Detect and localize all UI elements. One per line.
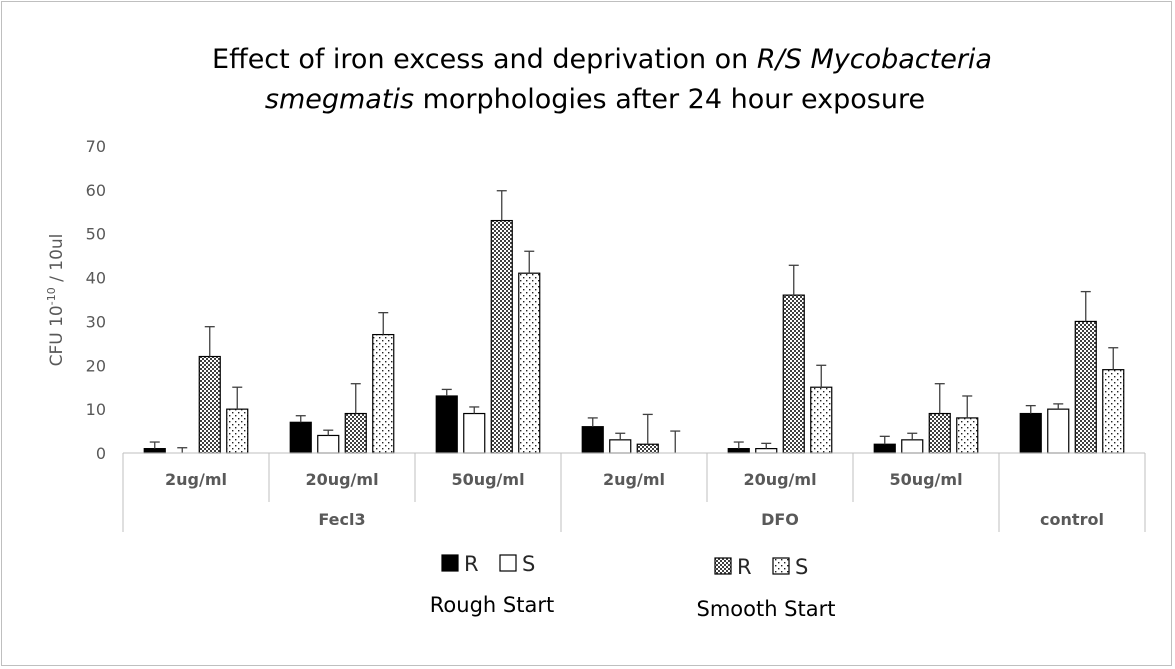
bar — [1074, 320, 1097, 454]
legend-group-label: Smooth Start — [696, 597, 835, 621]
bar — [873, 443, 896, 454]
bar — [226, 408, 249, 454]
chart-title-line-1: Effect of iron excess and deprivation on… — [212, 44, 992, 75]
y-tick-label: 30 — [86, 312, 106, 331]
category-label: 2ug/ml — [603, 470, 665, 489]
category-label: 50ug/ml — [889, 470, 962, 489]
x-axis: 2ug/ml 20ug/ml 50ug/ml 2ug/ml 20ug/ml 50ug/ml… — [122, 452, 1146, 532]
bar — [581, 426, 604, 454]
category-label: 50ug/ml — [451, 470, 524, 489]
bar — [463, 412, 486, 454]
bars-layer — [143, 190, 1125, 454]
category-label: 20ug/ml — [305, 470, 378, 489]
legend-entry-label: R — [737, 555, 752, 579]
bar — [1102, 369, 1125, 454]
bar — [372, 333, 395, 454]
bar — [317, 434, 340, 454]
group-label: control — [1040, 510, 1104, 529]
y-axis-label: CFU 10-10 / 10ul — [45, 234, 67, 367]
bar — [810, 386, 833, 454]
bar — [755, 448, 778, 454]
legend-entry-label: R — [464, 552, 479, 576]
y-tick-label: 0 — [96, 444, 106, 463]
legend-swatch — [499, 554, 517, 572]
y-axis-ticks: 0 10 20 30 40 50 60 70 — [86, 137, 106, 463]
legend-swatch — [441, 554, 459, 572]
legend-entry-label: S — [522, 552, 535, 576]
bar — [344, 412, 367, 454]
group-label: Fecl3 — [318, 510, 365, 529]
category-label: 20ug/ml — [743, 470, 816, 489]
bar — [901, 439, 924, 454]
bar — [435, 395, 458, 454]
category-label: 2ug/ml — [165, 470, 227, 489]
legend-group-label: Rough Start — [430, 593, 554, 617]
bar — [289, 421, 312, 454]
y-tick-label: 60 — [86, 181, 106, 200]
bar — [198, 355, 221, 454]
chart-title-line-2: smegmatis morphologies after 24 hour exp… — [265, 84, 925, 115]
bar — [490, 219, 513, 454]
y-tick-label: 70 — [86, 137, 106, 156]
bar — [928, 412, 951, 454]
bar — [518, 272, 541, 454]
bar — [143, 448, 166, 454]
y-tick-label: 40 — [86, 269, 106, 288]
bar — [727, 448, 750, 454]
legend: R S Rough Start R S Smooth Start — [430, 552, 836, 621]
y-tick-label: 10 — [86, 400, 106, 419]
y-tick-label: 50 — [86, 225, 106, 244]
bar — [782, 294, 805, 454]
group-label: DFO — [761, 510, 799, 529]
legend-swatch — [714, 557, 732, 575]
bar — [1019, 412, 1042, 454]
bar — [609, 439, 632, 454]
bar — [1047, 408, 1070, 454]
legend-swatch — [772, 557, 790, 575]
bar — [956, 417, 979, 454]
bar — [636, 443, 659, 454]
y-tick-label: 20 — [86, 356, 106, 375]
legend-entry-label: S — [795, 555, 808, 579]
